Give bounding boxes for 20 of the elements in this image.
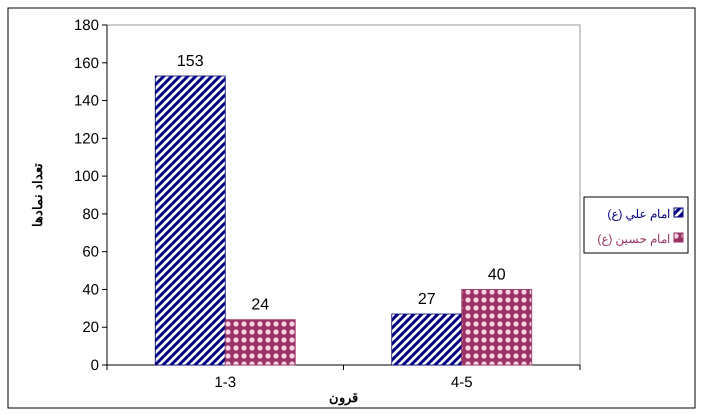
y-tick-label: 120	[74, 130, 99, 148]
y-tick-label: 0	[90, 357, 99, 374]
data-label: 27	[418, 291, 436, 308]
y-tick-label: 20	[82, 319, 99, 336]
y-tick-label: 60	[82, 244, 99, 261]
y-tick-label: 140	[74, 92, 99, 110]
data-label: 40	[488, 266, 506, 284]
y-tick-label: 160	[74, 54, 99, 72]
x-tick-label: 4-5	[450, 374, 473, 391]
y-axis-title: تعداد نمادها	[30, 163, 45, 227]
y-tick-label: 180	[74, 17, 99, 34]
x-axis-title: قرون	[329, 390, 358, 406]
y-tick-label: 80	[82, 206, 99, 223]
y-tick-label: 100	[74, 168, 99, 186]
data-label: 24	[251, 296, 270, 314]
x-tick-label: 1-3	[214, 374, 236, 391]
legend-label: امام حسين (ع)	[597, 232, 670, 246]
legend-label: امام علي (ع)	[607, 207, 670, 221]
y-tick-label: 40	[82, 281, 99, 298]
data-label: 153	[176, 53, 204, 70]
